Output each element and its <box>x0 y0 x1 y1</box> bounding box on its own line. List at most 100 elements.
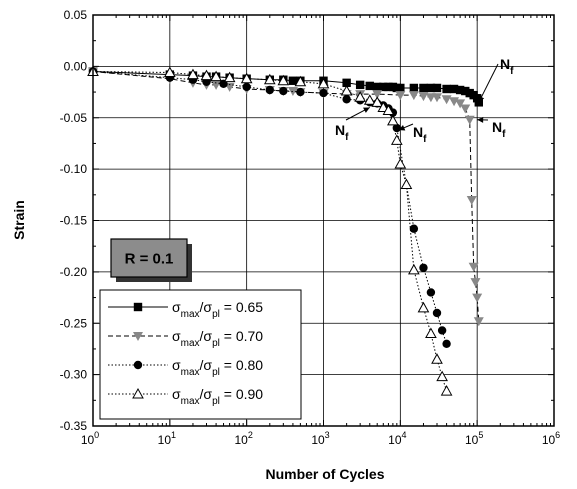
failure-arrow-head <box>398 124 406 131</box>
data-point <box>464 115 475 125</box>
data-point <box>455 85 465 95</box>
legend-marker <box>133 360 143 370</box>
data-point <box>163 66 176 78</box>
failure-arrow-head <box>363 107 370 113</box>
x-axis-title: Number of Cycles <box>265 466 384 482</box>
data-point <box>408 91 419 101</box>
legend-marker <box>132 387 144 399</box>
data-point <box>461 86 470 96</box>
data-point <box>426 83 436 93</box>
data-point <box>425 327 437 339</box>
data-point <box>223 71 236 83</box>
data-point <box>371 96 384 107</box>
failure-label: Nf <box>492 119 506 140</box>
data-point <box>342 95 351 104</box>
data-point <box>408 263 420 275</box>
y-tick-label: -0.30 <box>60 368 88 382</box>
data-point <box>365 81 374 91</box>
data-point <box>200 69 213 81</box>
y-tick-label: -0.10 <box>60 162 88 176</box>
legend-label: σmax/σpl = 0.70 <box>172 328 263 349</box>
y-tick-label: -0.05 <box>60 111 88 125</box>
data-point <box>317 77 330 89</box>
data-point <box>394 157 407 169</box>
data-point <box>418 92 429 102</box>
legend-label: σmax/σpl = 0.90 <box>172 386 263 407</box>
series-4 <box>87 65 453 396</box>
data-point <box>210 70 222 82</box>
axes: 0.05 0.00 -0.05 -0.10 -0.15 -0.20 -0.25 -0.30 -0… <box>60 8 561 447</box>
legend-item-1: σmax/σpl = 0.65 <box>108 299 263 320</box>
data-point <box>419 83 428 93</box>
y-tick-label: 0.00 <box>64 59 88 73</box>
data-point <box>460 104 471 114</box>
data-point <box>470 278 481 288</box>
data-point <box>432 83 442 93</box>
data-point <box>442 339 451 348</box>
x-tick-label: 102 <box>234 430 252 447</box>
data-point <box>265 85 274 95</box>
x-tick-label: 106 <box>542 430 560 447</box>
failure-label: Nf <box>413 124 427 145</box>
data-point <box>373 82 382 92</box>
data-point <box>474 98 483 107</box>
data-point <box>436 370 448 382</box>
annotations: Nf Nf Nf Nf <box>335 56 514 145</box>
data-point <box>417 301 430 313</box>
data-point <box>390 134 403 145</box>
series-line <box>92 71 480 322</box>
data-point <box>342 78 351 88</box>
series-1 <box>88 67 483 107</box>
data-point <box>319 88 328 98</box>
failure-arrow-head <box>477 116 484 123</box>
data-point <box>287 87 298 97</box>
data-point <box>449 84 459 94</box>
data-point <box>384 82 393 92</box>
x-tick-label: 100 <box>81 430 99 447</box>
data-point <box>395 91 406 101</box>
legend-label: σmax/σpl = 0.65 <box>172 299 263 320</box>
data-point <box>263 73 276 85</box>
data-point <box>472 293 483 303</box>
series-2 <box>88 67 484 327</box>
data-point <box>396 83 405 93</box>
data-point <box>473 317 484 327</box>
data-point <box>377 101 390 112</box>
y-tick-label: 0.05 <box>64 8 88 22</box>
failure-arrow-head <box>478 95 485 103</box>
data-point <box>277 74 290 86</box>
data-point <box>409 224 419 233</box>
data-point <box>400 178 413 190</box>
data-point <box>382 104 395 116</box>
data-point <box>468 262 479 272</box>
data-point <box>379 82 388 92</box>
legend-marker <box>133 302 143 312</box>
data-point <box>187 68 199 80</box>
x-tick-label: 104 <box>388 430 406 447</box>
stress-ratio-label: R = 0.1 <box>125 251 174 268</box>
data-point <box>426 288 436 297</box>
data-point <box>419 263 428 272</box>
x-tick-label: 105 <box>465 430 483 447</box>
failure-label: Nf <box>500 56 514 77</box>
y-tick-label: -0.15 <box>60 214 88 228</box>
data-point <box>432 308 442 318</box>
data-point <box>242 82 251 92</box>
y-tick-label: -0.35 <box>60 419 88 433</box>
stress-ratio-box: R = 0.1 <box>110 238 192 282</box>
data-point <box>431 353 443 364</box>
data-point <box>437 326 447 335</box>
data-point <box>431 93 442 103</box>
data-point <box>466 195 477 205</box>
data-point <box>296 87 305 97</box>
x-tick-label: 101 <box>158 430 176 447</box>
data-point <box>455 99 466 109</box>
legend-item-3: σmax/σpl = 0.80 <box>108 357 263 378</box>
data-point <box>363 94 376 105</box>
legend-label: σmax/σpl = 0.80 <box>172 357 263 378</box>
data-point <box>340 85 353 96</box>
data-point <box>355 80 365 90</box>
legend-item-2: σmax/σpl = 0.70 <box>108 328 263 349</box>
data-point <box>372 90 383 100</box>
